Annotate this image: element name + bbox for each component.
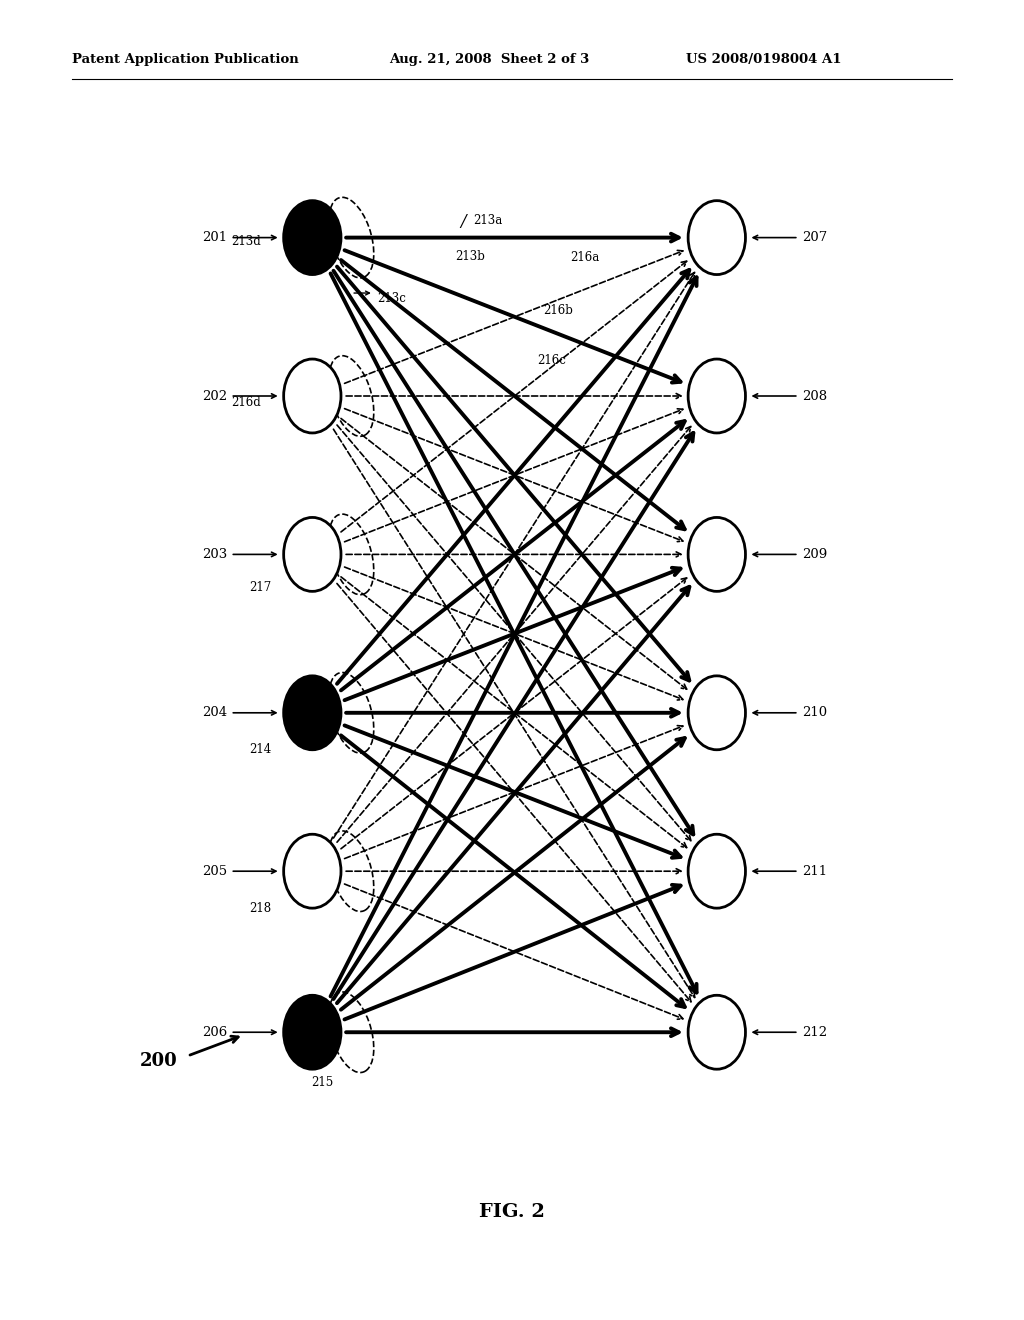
Text: 205: 205 (202, 865, 227, 878)
Circle shape (284, 676, 341, 750)
Circle shape (688, 995, 745, 1069)
Text: 209: 209 (802, 548, 827, 561)
Text: 213c: 213c (377, 292, 406, 305)
Text: 213a: 213a (473, 214, 503, 227)
Text: 216a: 216a (570, 251, 600, 264)
Text: US 2008/0198004 A1: US 2008/0198004 A1 (686, 53, 842, 66)
Text: 217: 217 (249, 581, 271, 594)
Circle shape (284, 834, 341, 908)
Circle shape (284, 517, 341, 591)
Text: 212: 212 (802, 1026, 827, 1039)
Circle shape (284, 995, 341, 1069)
Circle shape (688, 676, 745, 750)
Text: 207: 207 (802, 231, 827, 244)
Text: FIG. 2: FIG. 2 (479, 1203, 545, 1221)
Text: 211: 211 (802, 865, 827, 878)
Text: 210: 210 (802, 706, 827, 719)
Text: 202: 202 (202, 389, 227, 403)
Text: 214: 214 (249, 743, 271, 756)
Text: Aug. 21, 2008  Sheet 2 of 3: Aug. 21, 2008 Sheet 2 of 3 (389, 53, 590, 66)
Text: 218: 218 (249, 902, 271, 915)
Text: 208: 208 (802, 389, 827, 403)
Text: 216b: 216b (543, 304, 572, 317)
Text: 213b: 213b (456, 249, 485, 263)
Text: 216d: 216d (231, 396, 261, 409)
Text: 215: 215 (311, 1076, 334, 1089)
Circle shape (688, 201, 745, 275)
Text: /: / (460, 214, 466, 230)
Circle shape (284, 359, 341, 433)
Text: 206: 206 (202, 1026, 227, 1039)
Circle shape (688, 359, 745, 433)
Text: 216c: 216c (538, 354, 566, 367)
Text: 203: 203 (202, 548, 227, 561)
Text: 201: 201 (202, 231, 227, 244)
Text: 200: 200 (140, 1052, 177, 1071)
Circle shape (284, 201, 341, 275)
Circle shape (688, 834, 745, 908)
Text: 204: 204 (202, 706, 227, 719)
Circle shape (688, 517, 745, 591)
Text: 213d: 213d (231, 235, 261, 248)
Text: Patent Application Publication: Patent Application Publication (72, 53, 298, 66)
